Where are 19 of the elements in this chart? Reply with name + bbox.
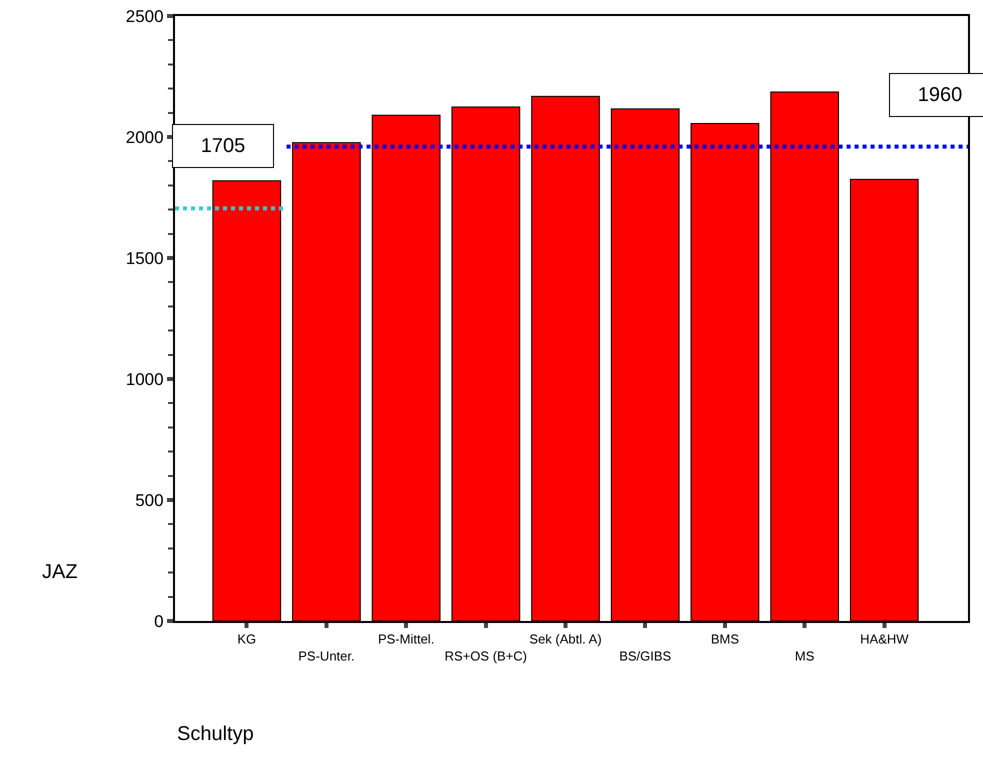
x-tick-label: Sek (Abtl. A) [529, 632, 602, 647]
x-tick-label: MS [794, 648, 815, 664]
x-tick-label: KG [237, 632, 256, 647]
y-tick-label: 2500 [126, 6, 164, 26]
y-tick-label: 2000 [126, 128, 164, 147]
y-tick-label: 1000 [126, 370, 164, 389]
ref-line-label: 1705 [200, 135, 246, 157]
x-tick-label: PS-Unter. [298, 648, 355, 664]
y-tick-label: 500 [135, 490, 164, 510]
x-tick-label: BMS [710, 632, 740, 647]
y-tick-label: 1500 [126, 248, 164, 268]
y-tick-label: 0 [154, 612, 164, 631]
x-axis-title: Schultyp [177, 723, 254, 745]
x-tick-label: HA&HW [860, 632, 910, 647]
y-axis-title: JAZ [42, 561, 78, 583]
ref-line-label: 1960 [918, 84, 962, 106]
x-tick-label: RS+OS (B+C) [444, 648, 527, 664]
x-tick-label: PS-Mittel. [378, 632, 434, 647]
x-tick-label: BS/GIBS [619, 648, 672, 664]
